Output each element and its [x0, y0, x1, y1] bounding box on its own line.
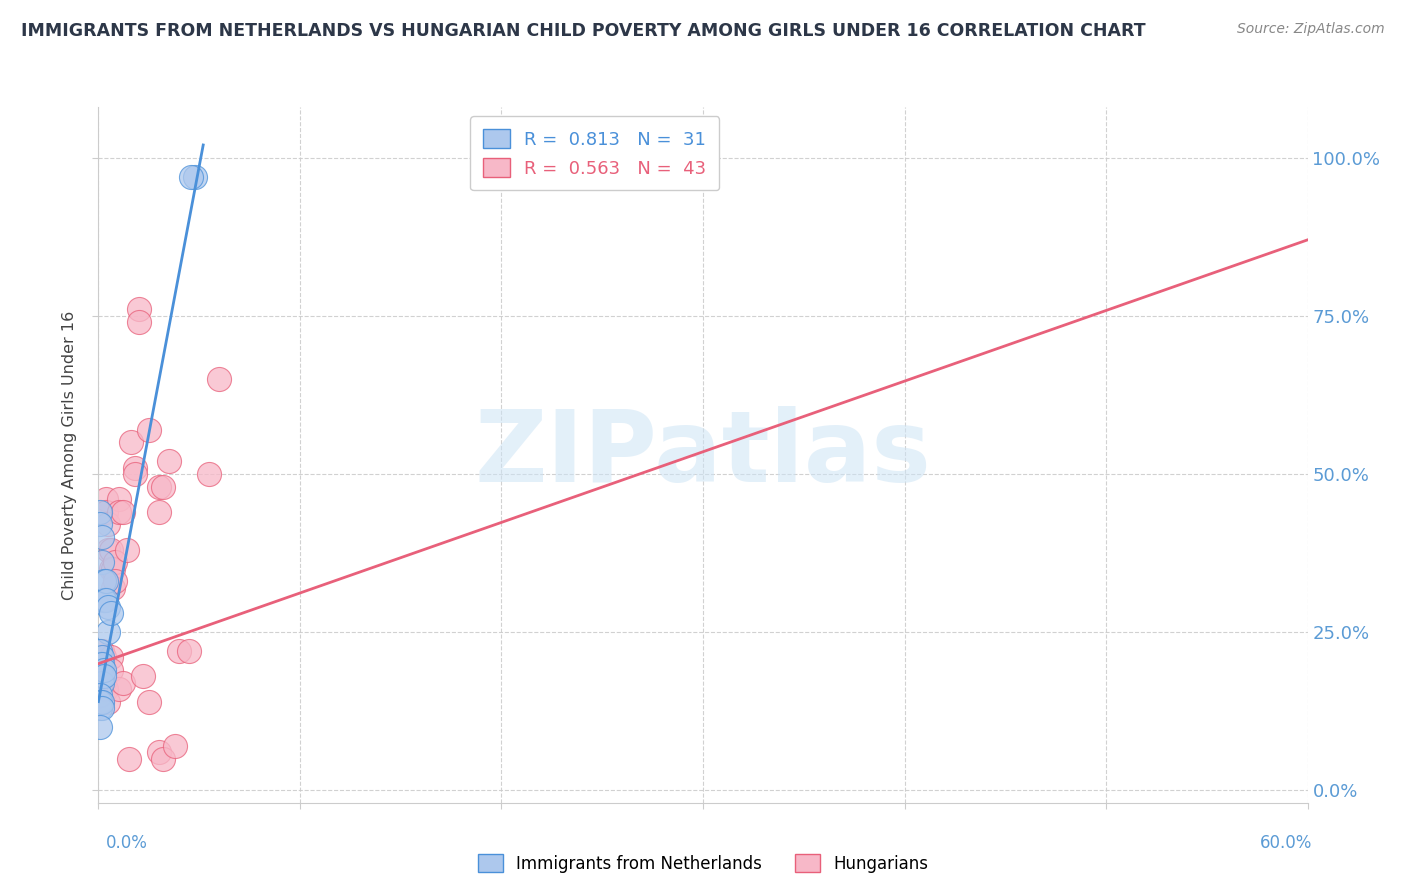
Text: IMMIGRANTS FROM NETHERLANDS VS HUNGARIAN CHILD POVERTY AMONG GIRLS UNDER 16 CORR: IMMIGRANTS FROM NETHERLANDS VS HUNGARIAN… [21, 22, 1146, 40]
Point [93, 669, 115, 683]
Point [91, 695, 114, 709]
Point [91, 701, 114, 715]
Legend: Immigrants from Netherlands, Hungarians: Immigrants from Netherlands, Hungarians [471, 847, 935, 880]
Point [89, 695, 111, 709]
Point [111, 505, 134, 519]
Point [89, 701, 111, 715]
Point [179, 644, 201, 658]
Point [138, 423, 160, 437]
Point [91, 556, 114, 570]
Point [103, 556, 125, 570]
Point [89, 720, 111, 734]
Point [148, 745, 170, 759]
Point [184, 169, 207, 184]
Point [89, 657, 111, 671]
Text: Source: ZipAtlas.com: Source: ZipAtlas.com [1237, 22, 1385, 37]
Point [96, 681, 118, 696]
Point [100, 562, 122, 576]
Point [96, 492, 118, 507]
Point [89, 688, 111, 702]
Point [89, 669, 111, 683]
Point [101, 562, 124, 576]
Point [107, 681, 129, 696]
Point [96, 505, 118, 519]
Y-axis label: Child Poverty Among Girls Under 16: Child Poverty Among Girls Under 16 [62, 310, 77, 599]
Point [96, 593, 118, 607]
Point [93, 650, 115, 665]
Point [91, 530, 114, 544]
Point [91, 650, 114, 665]
Point [100, 663, 122, 677]
Point [148, 479, 170, 493]
Point [89, 517, 111, 532]
Point [97, 695, 120, 709]
Point [128, 315, 150, 329]
Point [163, 739, 186, 753]
Point [111, 675, 134, 690]
Point [97, 625, 120, 640]
Point [124, 467, 146, 481]
Point [93, 593, 115, 607]
Point [96, 574, 118, 589]
Point [107, 505, 129, 519]
Point [93, 574, 115, 589]
Point [180, 169, 202, 184]
Point [157, 454, 180, 468]
Point [208, 372, 231, 386]
Text: ZIPatlas: ZIPatlas [475, 407, 931, 503]
Point [89, 663, 111, 677]
Text: 0.0%: 0.0% [105, 834, 148, 852]
Point [128, 302, 150, 317]
Point [93, 663, 115, 677]
Point [91, 657, 114, 671]
Point [120, 435, 142, 450]
Point [91, 644, 114, 658]
Point [91, 663, 114, 677]
Point [101, 581, 124, 595]
Point [198, 467, 221, 481]
Point [167, 644, 190, 658]
Point [93, 675, 115, 690]
Point [91, 669, 114, 683]
Point [97, 542, 120, 557]
Point [118, 751, 141, 765]
Point [97, 517, 120, 532]
Point [107, 492, 129, 507]
Point [152, 479, 174, 493]
Point [152, 751, 174, 765]
Point [93, 593, 115, 607]
Point [89, 657, 111, 671]
Point [132, 669, 155, 683]
Point [100, 542, 122, 557]
Point [100, 650, 122, 665]
Point [115, 542, 138, 557]
Point [103, 574, 125, 589]
Point [100, 606, 122, 620]
Point [138, 695, 160, 709]
Point [89, 644, 111, 658]
Text: 60.0%: 60.0% [1260, 834, 1312, 852]
Point [97, 599, 120, 614]
Legend: R =  0.813   N =  31, R =  0.563   N =  43: R = 0.813 N = 31, R = 0.563 N = 43 [470, 116, 718, 190]
Point [89, 505, 111, 519]
Point [91, 675, 114, 690]
Point [124, 460, 146, 475]
Point [148, 505, 170, 519]
